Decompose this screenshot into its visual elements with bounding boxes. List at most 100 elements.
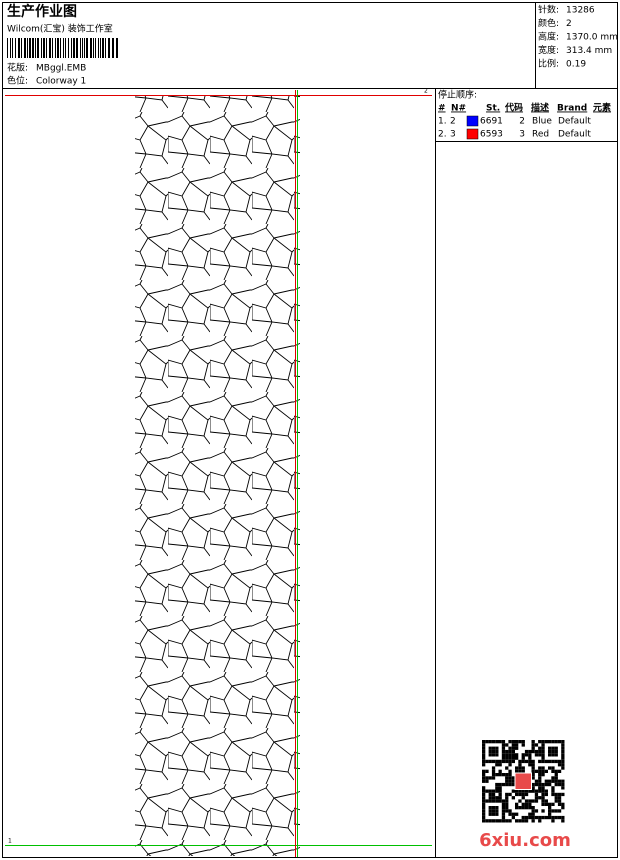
qr-module xyxy=(501,746,506,750)
bar xyxy=(65,38,66,58)
column-header: 描述 xyxy=(531,102,549,114)
qr-module xyxy=(505,759,509,764)
qr-module xyxy=(518,792,522,797)
qr-module xyxy=(554,749,558,754)
cell: 2 xyxy=(450,117,456,127)
qr-module xyxy=(521,815,525,820)
qr-module xyxy=(505,819,509,823)
qr-module xyxy=(501,773,506,777)
qr-module xyxy=(531,769,535,773)
qr-module xyxy=(495,782,499,787)
qr-module xyxy=(541,749,545,754)
blue-stitches xyxy=(135,456,300,856)
qr-module xyxy=(528,806,532,810)
qr-module xyxy=(518,769,522,773)
qr-module xyxy=(521,740,525,744)
bar xyxy=(71,38,72,58)
qr-module xyxy=(508,763,512,767)
qr-module xyxy=(544,799,548,803)
qr-module xyxy=(515,753,519,757)
qr-module xyxy=(488,806,492,810)
qr-module xyxy=(515,812,519,816)
bar xyxy=(63,38,64,58)
qr-module xyxy=(551,746,555,750)
column-header: 元素 xyxy=(593,102,611,114)
qr-module xyxy=(482,776,486,780)
qr-module xyxy=(488,792,492,797)
bar xyxy=(112,38,114,58)
bar xyxy=(84,38,85,58)
qr-module xyxy=(548,746,552,750)
qr-module xyxy=(511,812,515,816)
qr-module xyxy=(551,792,555,797)
info-label: 宽度: xyxy=(538,44,559,56)
qr-module xyxy=(541,756,545,760)
qr-module xyxy=(528,756,532,760)
qr-module xyxy=(531,815,535,820)
qr-module xyxy=(538,776,542,780)
qr-module xyxy=(491,799,496,803)
qr-module xyxy=(534,753,539,757)
qr-module xyxy=(488,799,492,803)
column-header: St. xyxy=(486,104,500,114)
qr-module xyxy=(505,776,509,780)
bar xyxy=(32,38,34,58)
bar xyxy=(55,38,56,58)
qr-module xyxy=(501,806,506,810)
qr-module xyxy=(531,786,535,790)
qr-module xyxy=(554,759,558,764)
qr-module xyxy=(495,799,499,803)
qr-module xyxy=(511,782,515,787)
color-swatch xyxy=(466,128,479,140)
qr-module xyxy=(491,776,496,780)
qr-module xyxy=(491,769,496,773)
qr-module xyxy=(498,782,502,787)
qr-module xyxy=(548,802,552,806)
qr-module xyxy=(485,779,489,783)
info-label: 针数: xyxy=(538,4,559,16)
qr-module xyxy=(561,763,565,767)
field-value: MBggl.EMB xyxy=(36,64,86,74)
qr-module xyxy=(501,809,506,813)
subtitle: Wilcom(汇宝) 装饰工作室 xyxy=(7,23,113,35)
qr-module xyxy=(534,799,539,803)
qr-module xyxy=(495,812,499,816)
qr-module xyxy=(508,746,512,750)
qr-module xyxy=(518,819,522,823)
qr-module xyxy=(482,749,486,754)
cell: Blue xyxy=(532,117,552,127)
cell: Default xyxy=(558,117,591,127)
qr-module xyxy=(511,796,515,800)
qr-module xyxy=(561,740,565,744)
qr-module xyxy=(482,779,486,783)
qr-module xyxy=(538,766,542,770)
qr-module xyxy=(561,779,565,783)
qr-module xyxy=(531,773,535,777)
qr-module xyxy=(531,809,535,813)
qr-module xyxy=(551,815,555,820)
qr-module xyxy=(551,802,555,806)
qr-module xyxy=(521,769,525,773)
qr-module xyxy=(531,743,535,747)
qr-module xyxy=(544,779,548,783)
bar xyxy=(93,38,94,58)
qr-module xyxy=(531,819,535,823)
bar xyxy=(57,38,59,58)
qr-module xyxy=(554,799,558,803)
qr-module xyxy=(554,746,558,750)
qr-module xyxy=(521,789,525,793)
bar xyxy=(73,38,75,58)
qr-module xyxy=(488,776,492,780)
qr-module xyxy=(561,759,565,764)
qr-module xyxy=(561,753,565,757)
info-value: 2 xyxy=(566,19,572,29)
qr-module xyxy=(557,802,562,806)
bar xyxy=(35,38,36,58)
bar xyxy=(24,38,26,58)
qr-module xyxy=(544,789,548,793)
cell: Default xyxy=(558,130,591,140)
qr-module xyxy=(548,809,552,813)
qr-module xyxy=(554,809,558,813)
qr-module xyxy=(508,769,512,773)
qr-module xyxy=(561,766,565,770)
